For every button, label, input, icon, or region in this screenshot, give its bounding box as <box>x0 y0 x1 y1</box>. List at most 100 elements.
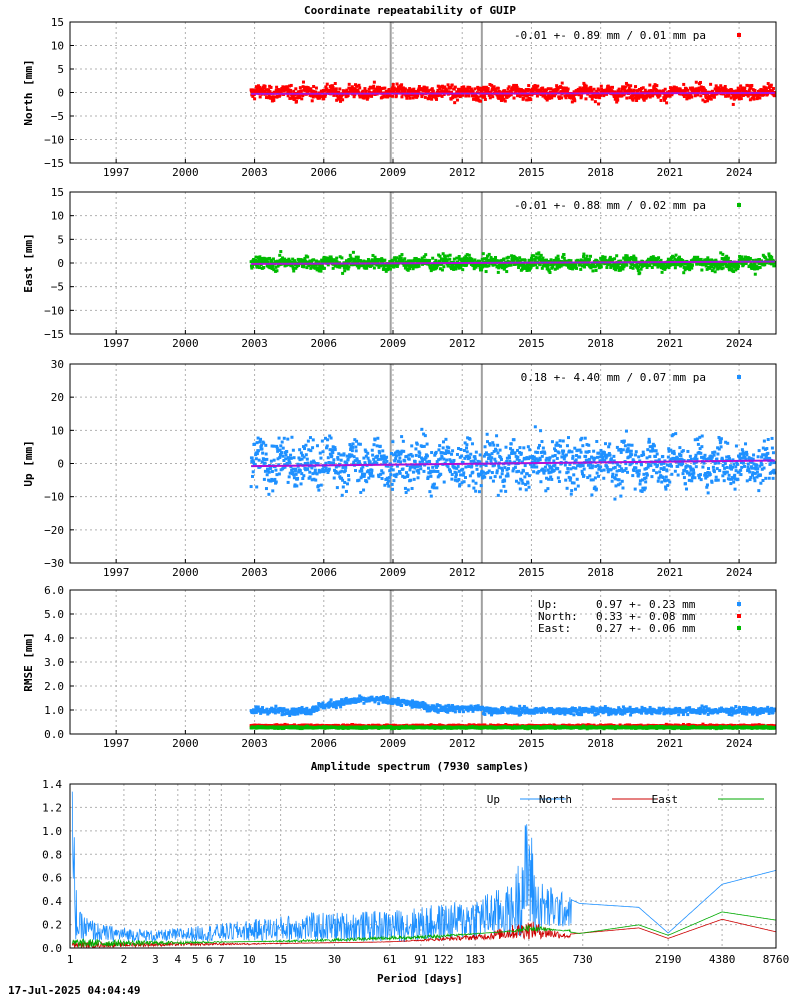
data-point <box>414 453 418 457</box>
data-point <box>603 453 607 457</box>
data-point <box>503 89 507 93</box>
data-point <box>558 439 562 443</box>
data-point <box>701 263 705 267</box>
data-point <box>748 470 752 474</box>
data-point <box>397 450 401 454</box>
data-point <box>543 451 547 455</box>
data-point <box>625 263 629 267</box>
data-point <box>323 436 327 440</box>
data-point <box>746 94 750 98</box>
data-point <box>275 269 279 273</box>
data-point <box>426 475 430 479</box>
data-point <box>357 460 361 464</box>
data-point <box>385 476 389 480</box>
data-point <box>315 266 319 270</box>
data-point <box>692 461 696 465</box>
data-point <box>383 267 387 271</box>
data-point <box>448 253 452 257</box>
data-point <box>319 266 323 270</box>
data-point <box>747 84 751 88</box>
data-point <box>293 469 297 473</box>
rmse-point <box>338 703 342 707</box>
data-point <box>400 95 404 99</box>
data-point <box>455 256 459 260</box>
data-point <box>326 263 330 267</box>
data-point <box>591 456 595 460</box>
data-point <box>473 457 477 461</box>
data-point <box>403 257 407 261</box>
data-point <box>632 469 636 473</box>
data-point <box>281 454 285 458</box>
data-point <box>598 459 602 463</box>
data-point <box>604 442 608 446</box>
data-point <box>729 262 733 266</box>
data-point <box>700 268 704 272</box>
data-point <box>547 477 551 481</box>
data-point <box>595 439 599 443</box>
data-point <box>493 475 497 479</box>
data-point <box>544 489 548 493</box>
data-point <box>269 466 273 470</box>
data-point <box>457 469 461 473</box>
data-point <box>432 486 436 490</box>
data-point <box>428 460 432 464</box>
data-point <box>460 259 464 263</box>
data-point <box>659 462 663 466</box>
data-point <box>655 452 659 456</box>
data-point <box>658 264 662 268</box>
data-point <box>599 84 603 88</box>
data-point <box>481 476 485 480</box>
data-point <box>432 482 436 486</box>
data-point <box>291 266 295 270</box>
data-point <box>335 256 339 260</box>
data-point <box>373 255 377 259</box>
data-point <box>605 465 609 469</box>
data-point <box>546 87 550 91</box>
data-point <box>364 89 368 93</box>
data-point <box>451 449 455 453</box>
data-point <box>568 449 572 453</box>
data-point <box>638 271 642 275</box>
data-point <box>454 471 458 475</box>
data-point <box>637 455 641 459</box>
data-point <box>699 94 703 98</box>
data-point <box>659 258 663 262</box>
data-point <box>266 260 270 264</box>
data-point <box>653 83 657 87</box>
data-point <box>486 453 490 457</box>
data-point <box>563 86 567 90</box>
data-point <box>455 452 459 456</box>
data-point <box>760 467 764 471</box>
data-point <box>755 96 759 100</box>
data-point <box>300 97 304 101</box>
data-point <box>425 442 429 446</box>
data-point <box>457 87 461 91</box>
data-point <box>322 89 326 93</box>
y-tick-label: 0 <box>57 458 64 471</box>
y-axis-label: RMSE [mm] <box>22 632 35 692</box>
data-point <box>748 256 752 260</box>
data-point <box>471 470 475 474</box>
data-point <box>325 260 329 264</box>
data-point <box>342 452 346 456</box>
data-point <box>619 447 623 451</box>
data-point <box>454 262 458 266</box>
data-point <box>310 99 314 103</box>
data-point <box>645 94 649 98</box>
data-point <box>647 437 651 441</box>
rmse-point <box>328 700 332 704</box>
data-point <box>704 457 708 461</box>
data-point <box>646 465 650 469</box>
data-point <box>458 257 462 261</box>
data-point <box>518 90 522 94</box>
data-point <box>638 482 642 486</box>
data-point <box>589 85 593 89</box>
data-point <box>260 447 264 451</box>
data-point <box>420 445 424 449</box>
data-point <box>548 464 552 468</box>
data-point <box>602 451 606 455</box>
data-point <box>541 86 545 90</box>
data-point <box>249 260 253 264</box>
data-point <box>561 255 565 259</box>
data-point <box>701 98 705 102</box>
